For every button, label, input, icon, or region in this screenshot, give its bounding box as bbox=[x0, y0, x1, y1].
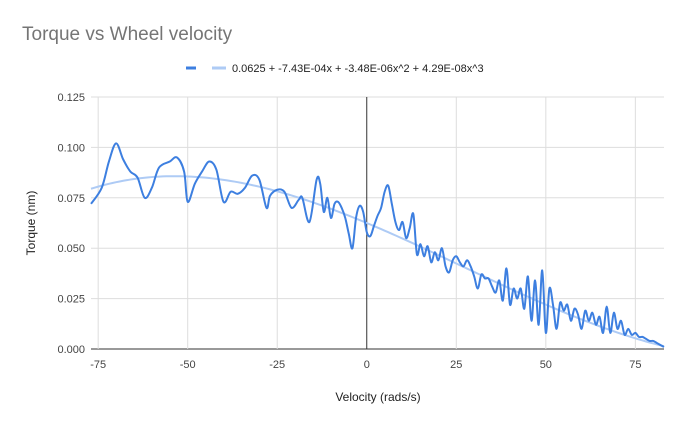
x-axis-title: Velocity (rads/s) bbox=[335, 390, 420, 404]
x-tick-label: -75 bbox=[90, 359, 106, 371]
gridlines bbox=[91, 96, 664, 350]
y-tick-label: 0.125 bbox=[57, 92, 85, 104]
series bbox=[90, 142, 665, 348]
x-tick-label: -25 bbox=[269, 359, 285, 371]
chart-title: Torque vs Wheel velocity bbox=[22, 24, 233, 45]
y-tick-label: 0.000 bbox=[57, 344, 85, 356]
y-tick-label: 0.050 bbox=[57, 243, 85, 255]
trendline bbox=[90, 175, 665, 348]
y-tick-label: 0.025 bbox=[57, 294, 85, 306]
legend: 0.0625 + -7.43E-04x + -3.48E-06x^2 + 4.2… bbox=[186, 63, 484, 75]
y-axis-title: Torque (nm) bbox=[24, 191, 38, 256]
x-tick-label: 75 bbox=[629, 359, 641, 371]
x-tick-label: 50 bbox=[540, 359, 552, 371]
x-tick-label: -50 bbox=[180, 359, 196, 371]
y-tick-label: 0.075 bbox=[57, 193, 85, 205]
x-axis-ticks: -75 -50 -25 0 25 50 75 bbox=[90, 359, 641, 371]
x-tick-label: 25 bbox=[450, 359, 462, 371]
legend-label-series-2: 0.0625 + -7.43E-04x + -3.48E-06x^2 + 4.2… bbox=[232, 63, 484, 75]
y-axis-ticks: 0.000 0.025 0.050 0.075 0.100 0.125 bbox=[57, 92, 85, 356]
data-series-line bbox=[90, 142, 665, 348]
y-tick-label: 0.100 bbox=[57, 142, 85, 154]
x-tick-label: 0 bbox=[364, 359, 370, 371]
